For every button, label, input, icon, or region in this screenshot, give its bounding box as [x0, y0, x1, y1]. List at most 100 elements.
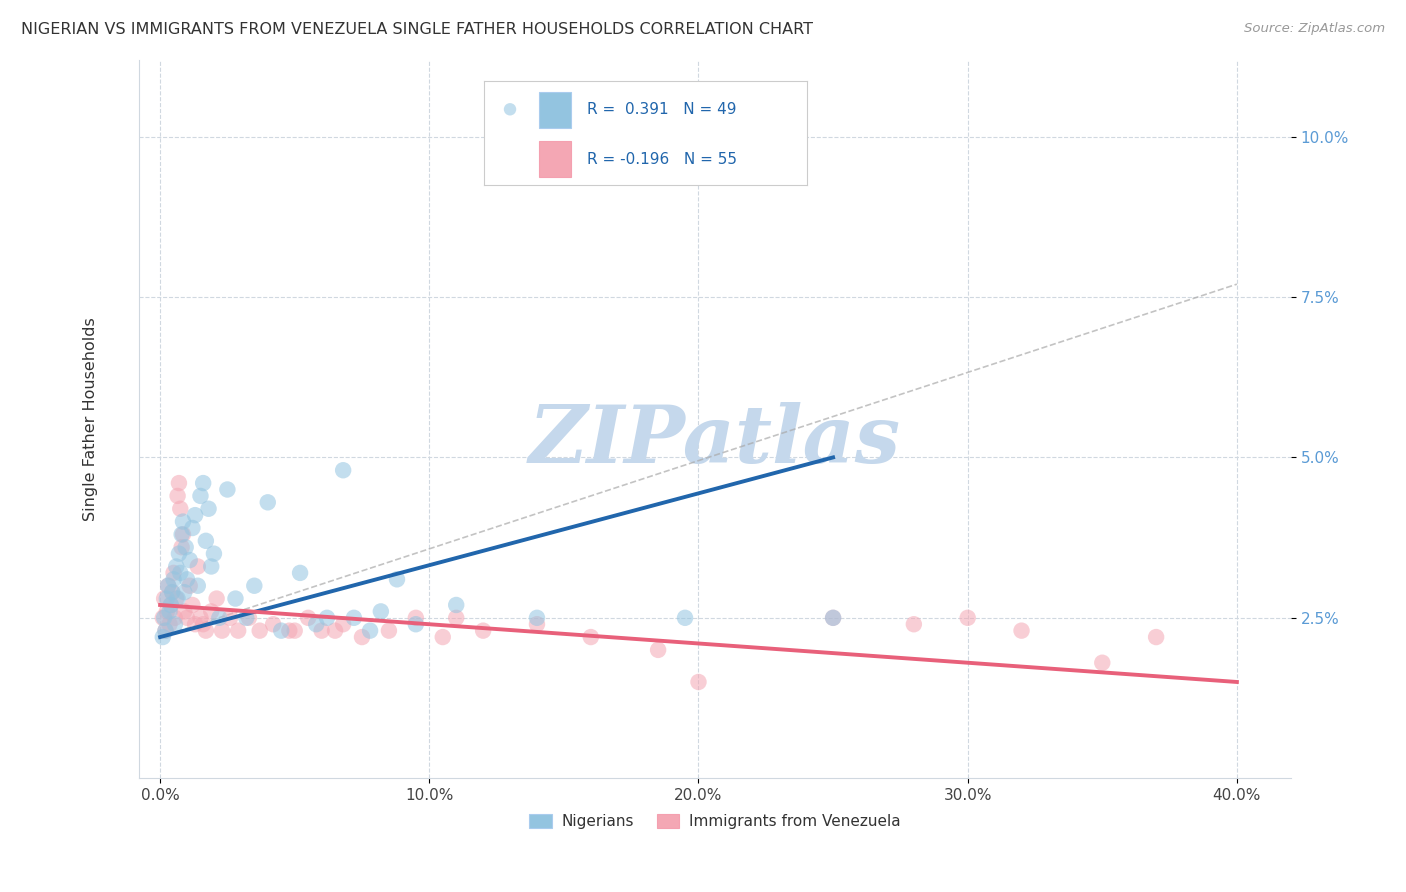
Point — [172, 527, 194, 541]
Point — [316, 611, 339, 625]
Point — [155, 624, 177, 638]
Legend: Nigerians, Immigrants from Venezuela: Nigerians, Immigrants from Venezuela — [523, 807, 907, 835]
Point — [160, 598, 183, 612]
Point — [823, 611, 845, 625]
Point — [385, 572, 408, 586]
Text: Single Father Households: Single Father Households — [83, 317, 97, 521]
Point — [179, 579, 201, 593]
Point — [444, 598, 467, 612]
Text: NIGERIAN VS IMMIGRANTS FROM VENEZUELA SINGLE FATHER HOUSEHOLDS CORRELATION CHART: NIGERIAN VS IMMIGRANTS FROM VENEZUELA SI… — [21, 22, 813, 37]
Point — [370, 604, 392, 618]
Text: Source: ZipAtlas.com: Source: ZipAtlas.com — [1244, 22, 1385, 36]
Point — [170, 527, 193, 541]
Point — [166, 489, 188, 503]
Point — [226, 624, 249, 638]
Point — [165, 559, 187, 574]
Point — [194, 533, 217, 548]
Point — [163, 617, 186, 632]
Point — [332, 463, 354, 477]
Point — [444, 611, 467, 625]
Point — [152, 611, 174, 625]
Point — [167, 547, 190, 561]
Point — [160, 585, 183, 599]
Point — [211, 624, 233, 638]
Point — [311, 624, 333, 638]
Point — [160, 598, 183, 612]
Point — [173, 604, 195, 618]
Point — [173, 585, 195, 599]
Point — [1011, 624, 1033, 638]
Point — [202, 547, 225, 561]
Point — [238, 611, 260, 625]
Point — [159, 617, 181, 632]
Point — [297, 611, 319, 625]
Point — [174, 540, 197, 554]
Point — [152, 630, 174, 644]
Point — [162, 572, 184, 586]
Point — [208, 611, 231, 625]
Point — [1091, 656, 1114, 670]
Point — [184, 617, 207, 632]
Point — [153, 611, 176, 625]
Point — [405, 611, 427, 625]
Point — [270, 624, 292, 638]
Point — [219, 611, 242, 625]
Point — [163, 611, 186, 625]
Point — [156, 604, 179, 618]
Point — [166, 591, 188, 606]
Point — [378, 624, 401, 638]
Point — [165, 591, 187, 606]
Point — [181, 521, 204, 535]
Point — [243, 579, 266, 593]
Point — [205, 591, 228, 606]
Point — [172, 515, 194, 529]
Point — [197, 501, 219, 516]
Point — [305, 617, 328, 632]
Point — [193, 476, 215, 491]
Point — [193, 617, 215, 632]
Point — [190, 611, 212, 625]
Point — [217, 483, 239, 497]
Point — [332, 617, 354, 632]
Point — [187, 579, 209, 593]
Point — [167, 476, 190, 491]
Point — [903, 617, 925, 632]
Point — [359, 624, 381, 638]
Point — [157, 579, 180, 593]
Point — [235, 611, 257, 625]
Point — [184, 508, 207, 523]
Point — [157, 579, 180, 593]
Point — [688, 675, 710, 690]
Point — [169, 501, 191, 516]
Point — [187, 559, 209, 574]
Point — [278, 624, 301, 638]
Text: ZIPatlas: ZIPatlas — [529, 401, 901, 479]
Point — [526, 611, 548, 625]
Point — [159, 604, 181, 618]
Point — [405, 617, 427, 632]
Point — [647, 643, 669, 657]
Point — [181, 598, 204, 612]
Point — [262, 617, 284, 632]
Point — [526, 617, 548, 632]
Point — [579, 630, 602, 644]
Point — [350, 630, 373, 644]
Point — [176, 572, 198, 586]
Point — [179, 553, 201, 567]
Point — [153, 591, 176, 606]
Point — [176, 611, 198, 625]
Point — [160, 585, 183, 599]
Point — [284, 624, 307, 638]
Point — [155, 624, 177, 638]
Point — [224, 591, 246, 606]
Point — [323, 624, 346, 638]
Point — [200, 604, 222, 618]
Point — [673, 611, 696, 625]
Point — [956, 611, 979, 625]
Point — [169, 566, 191, 580]
Point — [343, 611, 366, 625]
Point — [162, 566, 184, 580]
Point — [156, 591, 179, 606]
Point — [823, 611, 845, 625]
Point — [288, 566, 311, 580]
